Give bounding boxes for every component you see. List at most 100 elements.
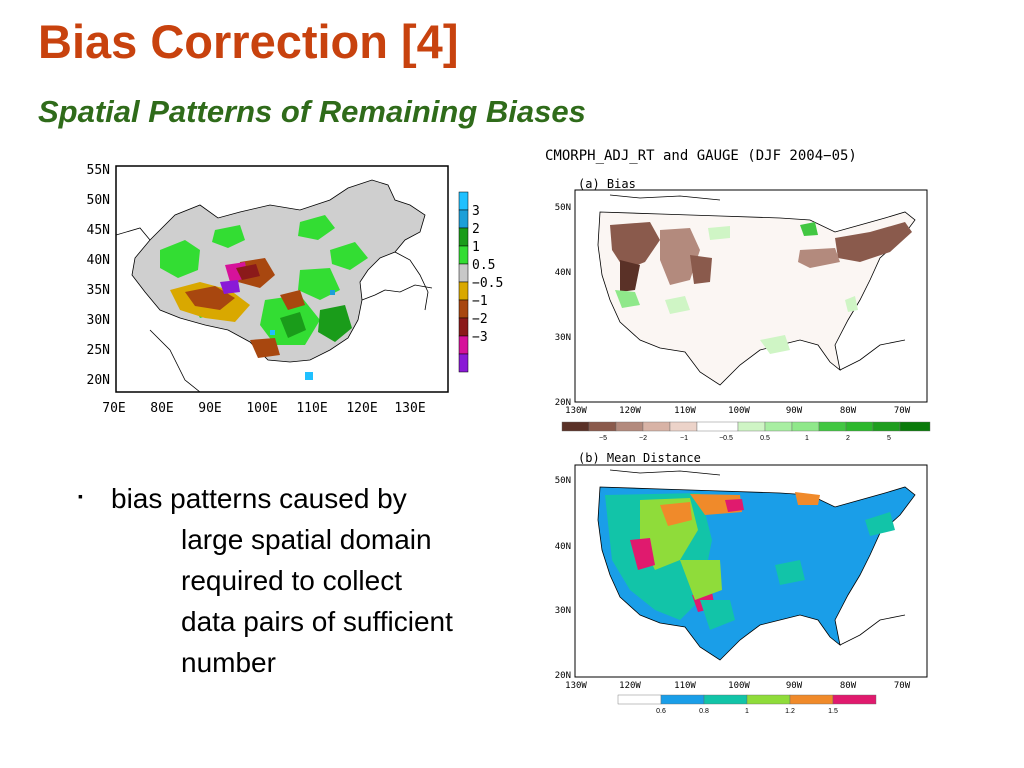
lon-label: 110E [296, 401, 327, 416]
lon-label: 90W [786, 681, 803, 691]
colorbar-label: −0.5 [719, 435, 733, 442]
china-lat-labels: 55N 50N 45N 40N 35N 30N 25N 20N [87, 163, 110, 388]
colorbar-label: 2 [472, 222, 480, 237]
us-panel-header: CMORPH_ADJ_RT and GAUGE (DJF 2004−05) [545, 148, 857, 164]
lat-label: 35N [87, 283, 110, 298]
bullet-line: large spatial domain [181, 524, 432, 555]
bullet-marker: ▪ [78, 488, 83, 504]
colorbar-swatch [791, 421, 820, 432]
bullet-line: required to collect [181, 565, 403, 596]
colorbar-label: 0.5 [760, 435, 770, 442]
colorbar-swatch [872, 421, 901, 432]
lat-label: 55N [87, 163, 110, 178]
colorbar-swatch [458, 209, 469, 229]
colorbar-swatch [642, 421, 671, 432]
lon-label: 70E [102, 401, 125, 416]
colorbar-label: 1 [472, 240, 480, 255]
lon-label: 100W [728, 406, 750, 416]
lat-label: 25N [87, 343, 110, 358]
colorbar-swatch [458, 245, 469, 265]
colorbar-label: 5 [887, 435, 891, 442]
panel-b-colorbar: 0.6 0.8 1 1.2 1.5 [617, 694, 877, 715]
colorbar-label: 2 [846, 435, 850, 442]
colorbar-label: 1.2 [785, 708, 795, 715]
lon-label: 130W [565, 406, 587, 416]
lon-label: 80W [840, 406, 857, 416]
colorbar-swatch [899, 421, 931, 432]
lon-label: 110W [674, 681, 696, 691]
lat-label: 20N [555, 671, 571, 681]
lat-label: 50N [87, 193, 110, 208]
colorbar-label: 1.5 [828, 708, 838, 715]
lon-label: 120W [619, 681, 641, 691]
colorbar-swatch [458, 191, 469, 211]
colorbar-label: 3 [472, 204, 480, 219]
colorbar-swatch [703, 694, 748, 705]
panel-b-label: (b) Mean Distance [578, 451, 701, 465]
lat-label: 30N [555, 606, 571, 616]
panel-b-lat-labels: 50N 40N 30N 20N [555, 476, 571, 681]
lon-label: 80E [150, 401, 173, 416]
lat-label: 20N [87, 373, 110, 388]
lat-label: 50N [555, 203, 571, 213]
panel-a-lon-labels: 130W 120W 110W 100W 90W 80W 70W [565, 406, 911, 416]
colorbar-swatch [696, 421, 739, 432]
lat-label: 30N [87, 313, 110, 328]
colorbar-swatch [561, 421, 590, 432]
slide-subtitle: Spatial Patterns of Remaining Biases [38, 94, 586, 129]
us-maps-panel: CMORPH_ADJ_RT and GAUGE (DJF 2004−05) (a… [545, 148, 931, 715]
bullet-text: bias patterns caused by large spatial do… [111, 478, 453, 683]
lat-label: 45N [87, 223, 110, 238]
panel-a-colorbar: −5 −2 −1 −0.5 0.5 1 2 5 [561, 421, 931, 442]
colorbar-swatch [588, 421, 617, 432]
china-colorbar: 3 2 1 0.5 −0.5 −1 −2 −3 [458, 191, 503, 373]
lon-label: 70W [894, 681, 911, 691]
lon-label: 70W [894, 406, 911, 416]
colorbar-label: −1 [472, 294, 488, 309]
colorbar-swatch [458, 227, 469, 247]
china-map-fill [116, 179, 433, 392]
colorbar-swatch [458, 281, 469, 301]
lon-label: 110W [674, 406, 696, 416]
colorbar-label: −2 [472, 312, 488, 327]
lon-label: 120W [619, 406, 641, 416]
china-lon-labels: 70E 80E 90E 100E 110E 120E 130E [102, 401, 425, 416]
colorbar-label: −5 [599, 435, 607, 442]
colorbar-swatch [789, 694, 834, 705]
colorbar-label: 0.8 [699, 708, 709, 715]
colorbar-label: −1 [680, 435, 688, 442]
lat-label: 40N [555, 268, 571, 278]
colorbar-swatch [660, 694, 705, 705]
lat-label: 50N [555, 476, 571, 486]
colorbar-swatch [669, 421, 698, 432]
lon-label: 130W [565, 681, 587, 691]
lon-label: 90E [198, 401, 221, 416]
panel-a-map [597, 194, 916, 386]
lon-label: 100W [728, 681, 750, 691]
colorbar-label: −3 [472, 330, 488, 345]
slide-title: Bias Correction [4] [38, 15, 459, 68]
lon-label: 130E [394, 401, 425, 416]
colorbar-swatch [845, 421, 874, 432]
china-bias-map: 55N 50N 45N 40N 35N 30N 25N 20N 70E 80E … [87, 163, 504, 416]
colorbar-swatch [746, 694, 791, 705]
colorbar-swatch [458, 299, 469, 319]
bullet-line: data pairs of sufficient [181, 606, 453, 637]
lat-label: 40N [87, 253, 110, 268]
colorbar-label: −2 [639, 435, 647, 442]
panel-a-label: (a) Bias [578, 177, 636, 191]
bullet-line: number [181, 647, 276, 678]
colorbar-label: 1 [805, 435, 809, 442]
lat-label: 20N [555, 398, 571, 408]
lon-label: 90W [786, 406, 803, 416]
panel-a-lat-labels: 50N 40N 30N 20N [555, 203, 571, 408]
colorbar-swatch [615, 421, 644, 432]
colorbar-swatch [458, 317, 469, 337]
colorbar-swatch [617, 694, 662, 705]
colorbar-swatch [737, 421, 766, 432]
colorbar-swatch [458, 335, 469, 355]
panel-b-lon-labels: 130W 120W 110W 100W 90W 80W 70W [565, 681, 911, 691]
lat-label: 30N [555, 333, 571, 343]
colorbar-label: −0.5 [472, 276, 503, 291]
lat-label: 40N [555, 542, 571, 552]
